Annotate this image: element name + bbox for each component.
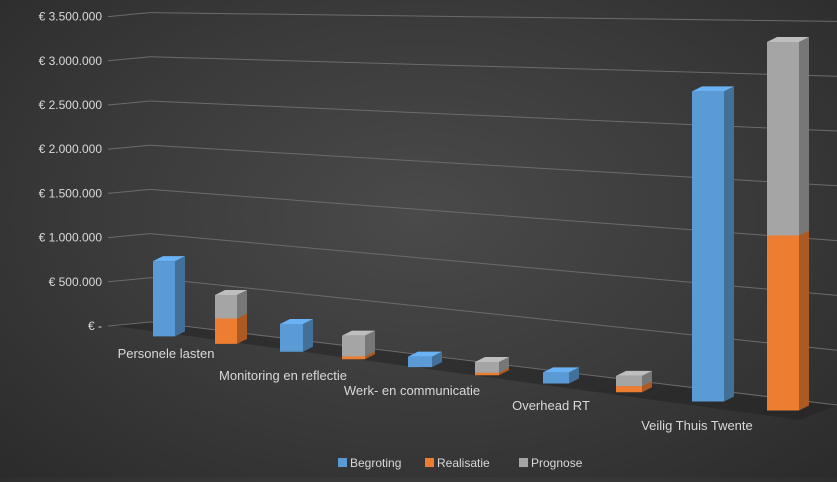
- bar-prognose-top: [616, 370, 652, 376]
- bar-realisatie-side: [365, 351, 375, 360]
- bar-begroting-side: [303, 318, 313, 352]
- gridline-side: [107, 233, 151, 239]
- bar-prognose-front: [475, 361, 499, 373]
- legend-label: Begroting: [350, 456, 401, 470]
- bar-prognose-front: [767, 42, 799, 236]
- bar-prognose-top: [215, 290, 247, 296]
- legend-swatch: [338, 458, 347, 467]
- y-tick-label: € -: [88, 319, 102, 333]
- x-tick-label: Veilig Thuis Twente: [641, 418, 753, 433]
- bar-prognose-top: [342, 330, 375, 336]
- y-tick-label: € 2.500.000: [39, 98, 103, 112]
- bar-begroting-top: [543, 367, 579, 373]
- bar-realisatie-front: [475, 372, 499, 376]
- gridline-side: [107, 188, 151, 194]
- gridline-side: [107, 321, 151, 327]
- bar-begroting-side: [724, 86, 734, 402]
- y-tick-label: € 1.000.000: [39, 231, 103, 245]
- bar-begroting-front: [543, 372, 569, 384]
- x-tick-label: Personele lasten: [118, 346, 215, 361]
- gridline-side: [107, 56, 151, 62]
- bar-realisatie-front: [342, 356, 365, 360]
- gridline: [149, 12, 837, 22]
- bar-prognose-side: [237, 290, 247, 319]
- bar-begroting-front: [692, 91, 724, 402]
- bar-prognose-front: [616, 375, 642, 387]
- bar-begroting-front: [408, 356, 432, 368]
- bar-realisatie-side: [799, 230, 809, 411]
- bar-begroting-side: [432, 351, 442, 368]
- gridline: [149, 56, 837, 77]
- bar-realisatie-side: [642, 381, 652, 393]
- bar-prognose-side: [642, 370, 652, 387]
- y-tick-label: € 3.000.000: [39, 54, 103, 68]
- x-tick-label: Overhead RT: [512, 398, 590, 413]
- bar-realisatie-side: [499, 367, 509, 376]
- bar-begroting-side: [175, 256, 185, 337]
- legend-label: Realisatie: [437, 456, 490, 470]
- bar-prognose-side: [499, 356, 509, 373]
- bar-prognose-side: [799, 37, 809, 236]
- gridline-side: [107, 277, 151, 283]
- bar-prognose-top: [767, 37, 809, 43]
- y-tick-label: € 3.500.000: [39, 10, 103, 24]
- bar-prognose-front: [215, 295, 237, 319]
- bar-prognose-side: [365, 330, 375, 357]
- bar-begroting-top: [692, 86, 734, 92]
- y-tick-label: € 1.500.000: [39, 186, 103, 200]
- bar-realisatie-front: [616, 386, 642, 393]
- legend-swatch: [425, 458, 434, 467]
- y-tick-label: € 500.000: [49, 275, 103, 289]
- bar-realisatie-side: [237, 313, 247, 344]
- gridline-side: [107, 100, 151, 106]
- gridline-side: [107, 144, 151, 150]
- bar-prognose-front: [342, 335, 365, 357]
- bar-prognose-top: [475, 356, 509, 362]
- bar-realisatie-front: [767, 235, 799, 411]
- x-tick-label: Monitoring en reflectie: [219, 368, 347, 383]
- gridline-side: [107, 12, 151, 18]
- bar-begroting-side: [569, 367, 579, 384]
- x-tick-label: Werk- en communicatie: [344, 383, 480, 398]
- legend-label: Prognose: [531, 456, 583, 470]
- bar-begroting-top: [153, 256, 185, 262]
- bar-begroting-front: [153, 261, 175, 337]
- bar-begroting-front: [280, 323, 303, 352]
- bar-begroting-top: [408, 351, 442, 357]
- bar-begroting-top: [280, 318, 313, 324]
- y-tick-label: € 2.000.000: [39, 142, 103, 156]
- bar-realisatie-front: [215, 318, 237, 344]
- legend-swatch: [519, 458, 528, 467]
